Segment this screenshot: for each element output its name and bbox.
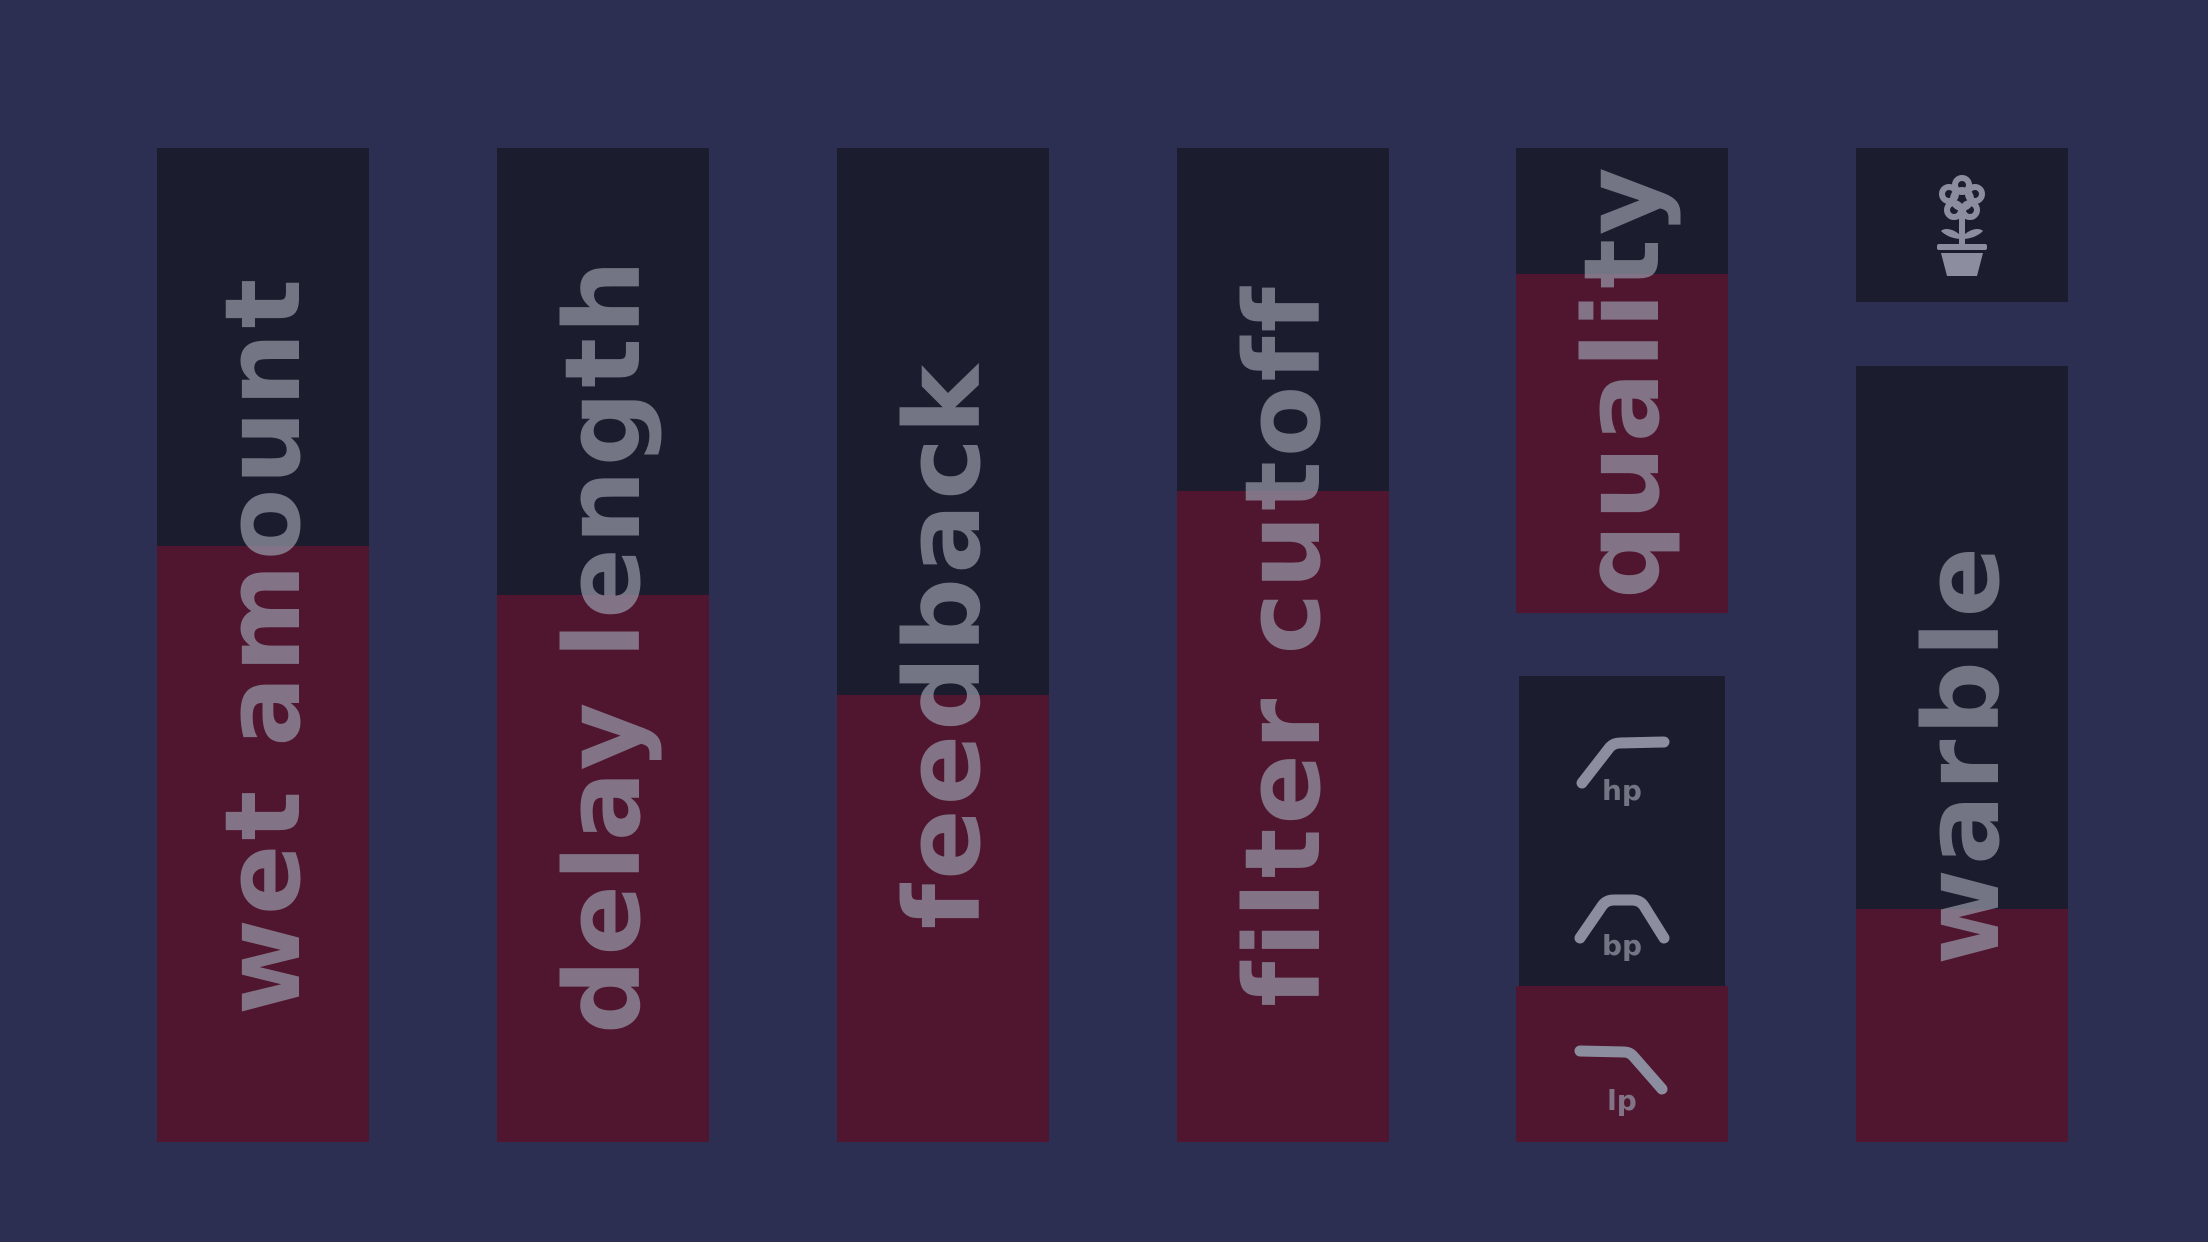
filter-type-selector: hp bp lp	[1516, 676, 1728, 1142]
filter-lp-icon-wrap: lp	[1562, 1009, 1682, 1119]
warble-label: warble	[1901, 542, 2023, 966]
filter-bp-icon-wrap: bp	[1562, 854, 1682, 964]
filter-option-bp[interactable]: bp	[1519, 831, 1725, 986]
quality-fill	[1516, 273, 1728, 613]
delay-length-slider[interactable]: delay length	[497, 148, 709, 1142]
bandpass-curve-icon	[1574, 894, 1670, 943]
feedback-fill	[837, 694, 1049, 1142]
flower-pot-icon	[1937, 175, 1987, 276]
delay-length-fill	[497, 595, 709, 1142]
filter-hp-icon-wrap: hp	[1562, 699, 1682, 809]
wet-amount-fill	[157, 545, 369, 1142]
quality-slider[interactable]: quality	[1516, 148, 1728, 613]
filter-option-lp[interactable]: lp	[1516, 986, 1728, 1142]
filter-cutoff-slider[interactable]: filter cutoff	[1177, 148, 1389, 1142]
warble-fill	[1856, 909, 2068, 1142]
preset-button[interactable]	[1856, 148, 2068, 302]
wet-amount-slider[interactable]: wet amount	[157, 148, 369, 1142]
filter-bp-label: bp	[1601, 928, 1643, 962]
filter-cutoff-fill	[1177, 490, 1389, 1142]
lowpass-curve-icon	[1574, 1045, 1668, 1095]
filter-option-hp[interactable]: hp	[1519, 676, 1725, 831]
highpass-curve-icon	[1576, 736, 1670, 788]
feedback-slider[interactable]: feedback	[837, 148, 1049, 1142]
filter-hp-label: hp	[1602, 773, 1642, 807]
warble-slider[interactable]: warble	[1856, 366, 2068, 1142]
filter-lp-label: lp	[1607, 1084, 1637, 1117]
